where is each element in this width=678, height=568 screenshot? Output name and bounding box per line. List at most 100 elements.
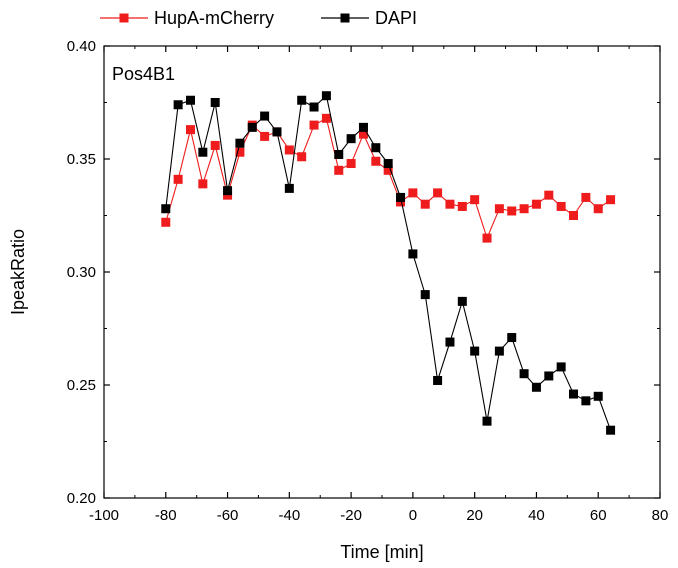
data-point <box>173 100 183 110</box>
data-point <box>544 371 554 381</box>
data-point <box>396 192 406 202</box>
data-point <box>358 129 368 139</box>
data-point <box>519 204 529 214</box>
data-point <box>593 391 603 401</box>
data-point <box>371 156 381 166</box>
panel-annotation: Pos4B1 <box>112 64 175 84</box>
data-point <box>470 346 480 356</box>
x-tick-label: 80 <box>652 507 669 524</box>
data-point <box>297 95 307 105</box>
x-axis-title: Time [min] <box>340 542 423 562</box>
legend-marker <box>340 13 350 23</box>
data-point <box>198 179 208 189</box>
data-point <box>556 201 566 211</box>
series-0 <box>161 113 616 243</box>
x-tick-label: 20 <box>466 507 483 524</box>
data-point <box>346 159 356 169</box>
y-tick-label: 0.35 <box>67 151 96 168</box>
data-point <box>482 416 492 426</box>
data-point <box>507 206 517 216</box>
legend-label: HupA-mCherry <box>154 8 274 28</box>
data-point <box>383 165 393 175</box>
data-point <box>272 127 282 137</box>
data-point <box>457 296 467 306</box>
legend: HupA-mCherry DAPI <box>100 8 417 28</box>
legend-item: HupA-mCherry <box>100 8 274 28</box>
data-point <box>185 95 195 105</box>
x-tick-label: -100 <box>89 507 119 524</box>
data-point <box>210 98 220 107</box>
data-point <box>556 362 566 372</box>
x-tick-label: -40 <box>278 507 300 524</box>
x-tick-label: -60 <box>217 507 239 524</box>
data-point <box>284 145 294 155</box>
y-axis-title: IpeakRatio <box>8 229 28 315</box>
data-point <box>334 149 344 159</box>
data-point <box>494 346 504 356</box>
data-point <box>321 113 331 123</box>
y-tick-label: 0.20 <box>67 490 96 507</box>
y-tick-label: 0.25 <box>67 377 96 394</box>
data-point <box>457 201 467 211</box>
data-point <box>396 197 406 207</box>
data-point <box>346 134 356 144</box>
data-point <box>334 165 344 175</box>
x-tick-label: -20 <box>340 507 362 524</box>
data-point <box>223 186 233 196</box>
x-tick-label: 0 <box>409 507 417 524</box>
plot-frame <box>103 45 661 499</box>
data-point <box>161 204 171 214</box>
data-point <box>433 188 443 198</box>
series-line <box>165 94 612 431</box>
data-point <box>445 337 455 347</box>
data-point <box>544 190 554 200</box>
data-point <box>606 425 616 435</box>
data-point <box>235 138 245 148</box>
data-point <box>569 211 579 220</box>
axis-ticks: -100 -80 -60 -40 -20 0 20 40 60 80 0.20 0.25 0.30 0.3… <box>67 38 669 524</box>
data-point <box>235 147 245 157</box>
data-point <box>358 122 368 132</box>
x-tick-label: 40 <box>528 507 545 524</box>
y-tick-label: 0.30 <box>67 264 96 281</box>
data-point <box>408 249 418 259</box>
data-point <box>260 131 270 141</box>
data-point <box>420 199 430 209</box>
data-point <box>408 188 418 198</box>
series-layer <box>161 91 616 435</box>
series-1 <box>161 91 616 435</box>
data-point <box>581 396 591 406</box>
data-point <box>223 190 233 200</box>
data-point <box>173 174 183 184</box>
data-point <box>569 389 579 399</box>
data-point <box>309 102 319 112</box>
data-point <box>593 204 603 214</box>
legend-label: DAPI <box>375 8 417 28</box>
data-point <box>433 375 443 385</box>
data-point <box>494 204 504 214</box>
data-point <box>482 233 492 243</box>
x-tick-label: -80 <box>155 507 177 524</box>
data-point <box>519 369 529 379</box>
series-line <box>165 117 611 240</box>
data-point <box>470 195 480 205</box>
x-tick-label: 60 <box>590 507 607 524</box>
data-point <box>531 199 541 209</box>
data-point <box>198 147 208 157</box>
legend-item: DAPI <box>321 8 417 28</box>
legend-marker <box>119 13 129 23</box>
y-tick-label: 0.40 <box>67 38 96 55</box>
data-point <box>247 122 257 132</box>
data-point <box>507 333 517 343</box>
data-point <box>321 91 331 101</box>
data-point <box>445 199 455 209</box>
data-point <box>371 143 381 153</box>
data-point <box>581 192 591 202</box>
data-point <box>260 111 270 121</box>
data-point <box>420 290 430 300</box>
data-point <box>531 382 541 392</box>
data-point <box>185 125 195 135</box>
data-point <box>309 120 319 130</box>
data-point <box>297 152 307 162</box>
